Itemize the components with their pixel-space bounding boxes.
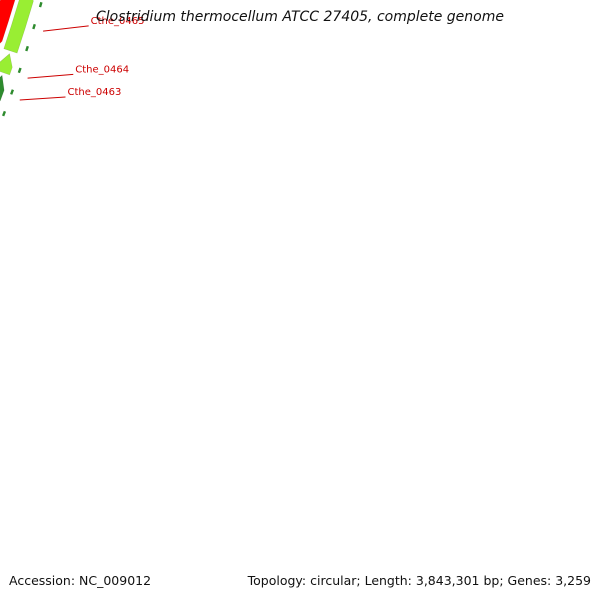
gene-label: Cthe_0464 [75, 64, 129, 75]
gene-label: Cthe_0463 [67, 87, 121, 98]
gene-label-leader [27, 73, 74, 79]
gene-label-leader [19, 96, 66, 101]
forward-cds-arrow [3, 0, 34, 54]
gene-label: Cthe_0465 [91, 16, 145, 27]
accession-text: Accession: NC_009012 [9, 573, 152, 588]
map-title: Clostridium thermocellum ATCC 27405, com… [96, 9, 504, 25]
gene-label-leader [43, 25, 89, 32]
reverse-cds-arrow [0, 0, 16, 44]
feature-track [0, 0, 34, 102]
forward-cds-arrow [0, 53, 13, 76]
topology-summary-text: Topology: circular; Length: 3,843,301 bp… [247, 573, 591, 588]
gene-labels: Cthe_0463Cthe_0464Cthe_0465fliGCthe_0467… [19, 16, 145, 101]
forward-cds-arrow [0, 74, 5, 102]
